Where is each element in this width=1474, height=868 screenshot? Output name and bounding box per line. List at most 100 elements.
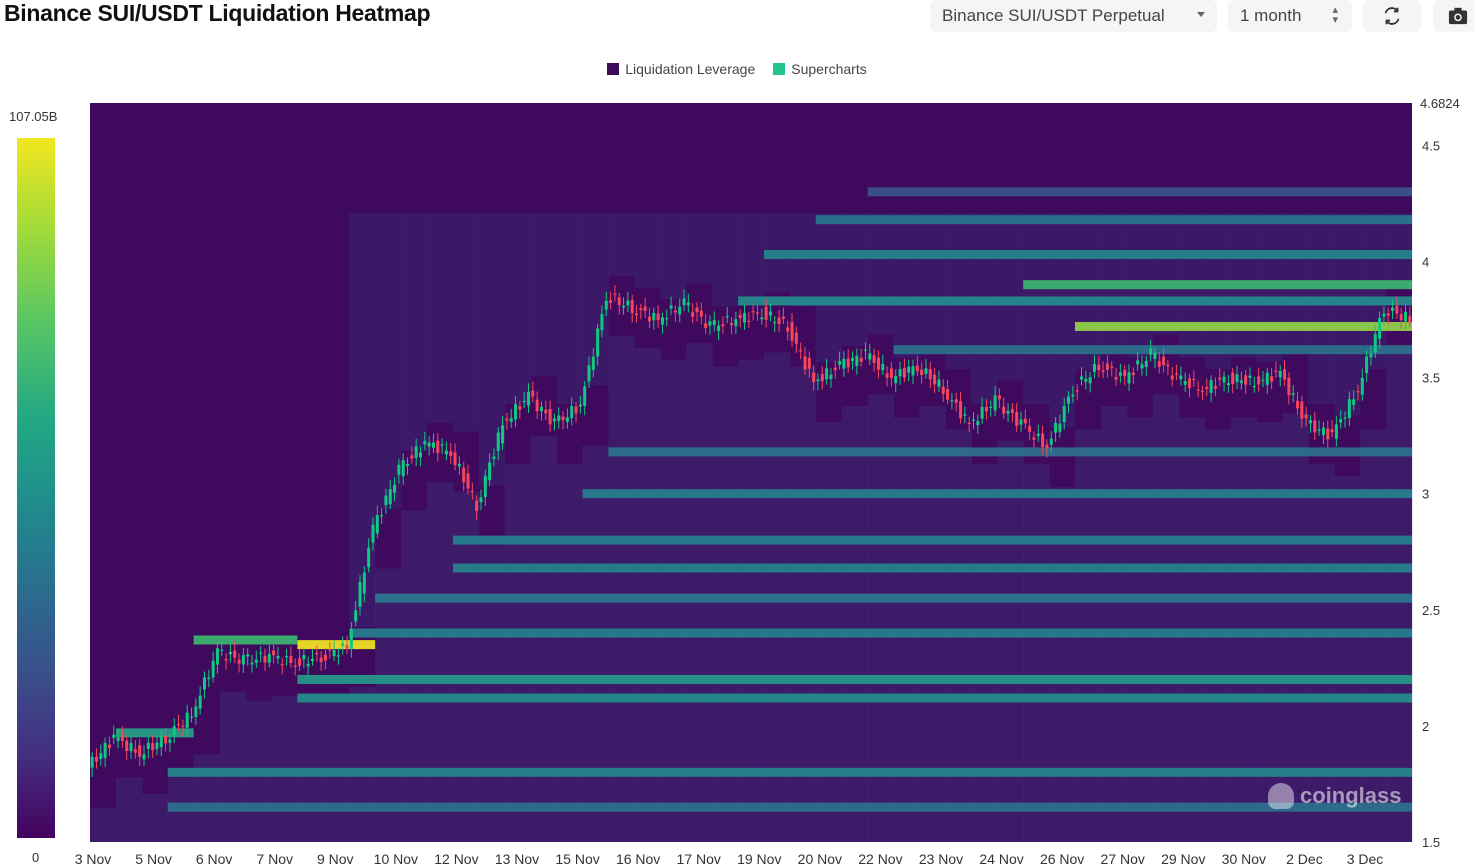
candle-body: [1041, 433, 1045, 447]
candle-body: [825, 368, 829, 380]
candle-body: [302, 655, 306, 660]
candle-body: [120, 735, 124, 742]
candle-body: [393, 484, 397, 493]
candle-body: [298, 658, 302, 666]
candle-body: [691, 312, 695, 317]
heat-bg-column-upper: [556, 213, 584, 405]
candle-body: [652, 312, 656, 321]
candle-body: [885, 373, 889, 378]
candle-body: [375, 514, 379, 534]
candle-body: [224, 658, 228, 661]
candle-body: [876, 357, 880, 370]
legend-liquidation-leverage[interactable]: Liquidation Leverage: [607, 61, 755, 77]
candle-body: [643, 306, 647, 311]
candle-body: [1188, 378, 1192, 388]
candle-body: [345, 645, 349, 649]
screenshot-button[interactable]: [1433, 0, 1474, 32]
color-scale-bar[interactable]: [17, 138, 55, 838]
candle-body: [928, 369, 932, 380]
candle-body: [1019, 419, 1023, 425]
candle-body: [1291, 393, 1295, 395]
candle-body: [237, 659, 241, 664]
y-tick-label: 4: [1422, 254, 1429, 269]
candle-body: [99, 753, 103, 760]
candle-body: [708, 321, 712, 326]
legend-supercharts[interactable]: Supercharts: [773, 61, 867, 77]
candle-body: [1114, 376, 1118, 380]
candle-body: [215, 648, 219, 665]
y-tick-label: 4.5: [1422, 138, 1440, 153]
heat-bg-column: [789, 366, 817, 842]
heat-band: [375, 593, 1413, 603]
heat-bg-column: [375, 568, 402, 842]
candle-body: [838, 360, 842, 365]
x-tick-label: 9 Nov: [317, 851, 354, 867]
heat-bg-column: [971, 464, 998, 842]
candle-body: [1257, 376, 1261, 385]
plot-area: [90, 103, 1412, 842]
candle-body: [1157, 360, 1161, 367]
candle-body: [1118, 372, 1122, 376]
refresh-button[interactable]: [1363, 0, 1421, 32]
heat-band: [167, 802, 1413, 812]
candle-body: [630, 300, 634, 314]
candle-body: [440, 444, 444, 446]
candle-body: [449, 451, 453, 457]
x-tick-label: 16 Nov: [616, 851, 660, 867]
candle-body: [760, 317, 764, 320]
range-select-value: 1 month: [1240, 6, 1302, 25]
range-select[interactable]: 1 month ▴ ▾: [1228, 0, 1352, 32]
candle-body: [868, 353, 872, 360]
candle-body: [518, 406, 522, 410]
x-tick-label: 23 Nov: [919, 851, 963, 867]
candle-body: [851, 358, 855, 361]
heat-bg-column-upper: [841, 213, 869, 346]
candle-body: [483, 475, 487, 497]
candle-body: [1347, 399, 1351, 419]
candle-body: [427, 442, 431, 447]
candle-body: [112, 734, 116, 738]
candle-body: [384, 495, 388, 506]
candle-body: [820, 373, 824, 382]
candle-body: [496, 432, 500, 451]
candle-body: [159, 736, 163, 748]
candle-body: [1092, 364, 1096, 372]
candle-body: [967, 422, 971, 425]
exchange-select[interactable]: Binance SUI/USDT Perpetual: [930, 0, 1217, 32]
x-tick-label: 12 Nov: [434, 851, 478, 867]
up-down-icon: ▴ ▾: [1332, 4, 1338, 26]
candle-body: [773, 321, 777, 324]
candle-body: [833, 367, 837, 371]
candle-body: [155, 742, 159, 750]
candle-body: [1162, 356, 1166, 366]
heat-band: [867, 187, 1412, 197]
heat-bg-column: [556, 464, 584, 842]
candle-body: [946, 389, 950, 400]
candle-body: [656, 313, 660, 321]
candle-body: [552, 418, 556, 422]
candle-body: [1391, 307, 1395, 312]
heat-bg-column: [504, 464, 532, 842]
candle-body: [1244, 375, 1248, 385]
candle-body: [354, 610, 358, 622]
candle-body: [790, 322, 794, 341]
x-tick-label: 3 Dec: [1347, 851, 1384, 867]
y-tick-label: 2: [1422, 719, 1429, 734]
heat-bg-column-upper: [919, 213, 946, 346]
candle-body: [989, 406, 993, 408]
candle-body: [181, 725, 185, 727]
candle-body: [151, 743, 155, 751]
candle-body: [1075, 390, 1079, 392]
candle-body: [107, 744, 111, 749]
candle-body: [725, 316, 729, 318]
candle-body: [1283, 368, 1287, 380]
candle-body: [1209, 380, 1213, 393]
candle-body: [535, 399, 539, 412]
heat-band: [452, 563, 1412, 573]
candle-body: [626, 300, 630, 306]
candle-body: [423, 441, 427, 445]
candle-body: [1166, 364, 1170, 367]
candle-body: [881, 364, 885, 371]
candle-body: [509, 418, 513, 422]
